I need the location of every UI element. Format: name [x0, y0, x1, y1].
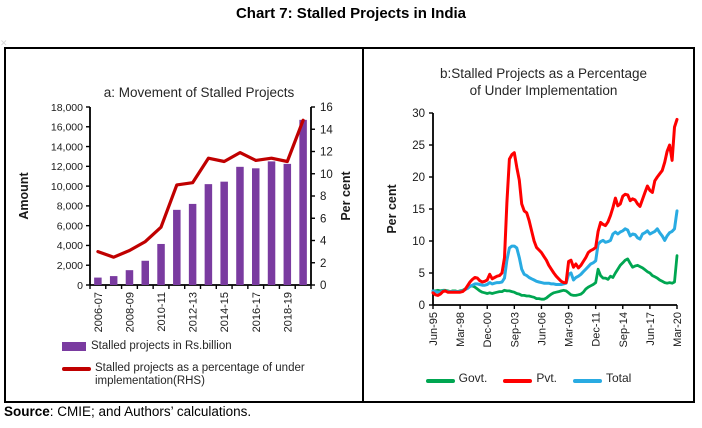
legend-item-total: Total	[573, 371, 631, 385]
svg-text:8: 8	[320, 191, 326, 203]
bar-swatch	[62, 342, 86, 351]
svg-text:Mar-20: Mar-20	[672, 312, 684, 347]
svg-text:10,000: 10,000	[51, 181, 83, 193]
panel-b-title-line1: b:Stalled Projects as a Percentage	[439, 66, 648, 81]
svg-text:2,000: 2,000	[57, 260, 83, 272]
svg-text:8,000: 8,000	[57, 201, 83, 213]
source-label: Source	[4, 404, 50, 419]
svg-text:25: 25	[412, 140, 425, 152]
source-text: : CMIE; and Authors’ calculations.	[49, 404, 252, 419]
stalled-projects-bars	[94, 119, 307, 285]
svg-text:10: 10	[320, 169, 333, 181]
panel-a-chart: 0 2,000 4,000 6,000 8,000 10,000 12,000 14,000 1…	[17, 102, 353, 333]
panel-b-title-line2: of Under Implementation	[469, 83, 618, 98]
pvt-line-swatch	[503, 378, 533, 383]
svg-text:2014-15: 2014-15	[219, 292, 231, 332]
panel-b-stalled-percentage: b:Stalled Projects as a Percentage of Un…	[364, 49, 693, 401]
chart-a-x-labels: 2006-07 2008-09 2010-11 2012-13 2014-15 2016-…	[93, 292, 294, 332]
legend-label-line: Stalled projects as a percentage of unde…	[95, 362, 305, 387]
chart-main-title: Chart 7: Stalled Projects in India	[235, 5, 467, 22]
chart-b-y-axis-title: Per cent	[385, 184, 399, 234]
svg-text:Jun-17: Jun-17	[645, 312, 657, 346]
svg-text:Sep-14: Sep-14	[618, 312, 630, 347]
right-axis-title: Per cent	[339, 171, 353, 221]
legend-item-line: Stalled projects as a percentage of unde…	[62, 362, 324, 388]
chart-b-x-labels: Jun-95 Mar-98 Dec-00 Sep-03 Jun-06 Mar-09 Dec-…	[428, 312, 684, 347]
svg-text:5: 5	[419, 268, 425, 280]
legend-item-pvt: Pvt.	[503, 371, 557, 385]
corner-artifact-icon: ✕	[0, 38, 8, 48]
panel-a-legend: Stalled projects in Rs.billion Stalled p…	[62, 340, 324, 397]
svg-text:2006-07: 2006-07	[93, 292, 105, 332]
source-note: Source: CMIE; and Authors’ calculations.	[4, 404, 251, 419]
svg-text:Dec-00: Dec-00	[482, 312, 494, 347]
svg-text:4: 4	[320, 236, 327, 248]
series-line-pvt	[431, 117, 679, 297]
svg-text:12,000: 12,000	[51, 161, 83, 173]
svg-text:2012-13: 2012-13	[188, 292, 200, 332]
svg-text:4,000: 4,000	[57, 240, 83, 252]
panel-b-title: b:Stalled Projects as a Percentage of Un…	[364, 65, 693, 99]
legend-item-bars: Stalled projects in Rs.billion	[62, 340, 324, 353]
govt-line-swatch	[425, 378, 455, 383]
svg-text:12: 12	[320, 147, 333, 159]
svg-text:0: 0	[419, 300, 425, 312]
svg-text:Mar-09: Mar-09	[564, 312, 576, 347]
svg-text:2010-11: 2010-11	[156, 292, 168, 332]
panel-divider	[362, 49, 364, 401]
series-line-total	[431, 209, 679, 294]
svg-text:14: 14	[320, 124, 333, 136]
panel-a-movement-of-stalled-projects: a: Movement of Stalled Projects 0 2,000 4,…	[6, 49, 362, 401]
svg-text:0: 0	[320, 280, 326, 292]
svg-text:Jun-95: Jun-95	[428, 312, 440, 346]
svg-text:14,000: 14,000	[51, 141, 83, 153]
svg-text:6: 6	[320, 213, 326, 225]
svg-text:Jun-06: Jun-06	[536, 312, 548, 346]
svg-text:2: 2	[320, 258, 326, 270]
svg-text:Mar-98: Mar-98	[455, 312, 467, 347]
stalled-percentage-line	[96, 118, 305, 259]
legend-label-pvt: Pvt.	[536, 371, 557, 385]
legend-label-total: Total	[606, 371, 632, 385]
chart-b-plot: 0 5 10 15 20 25 30	[412, 108, 678, 312]
svg-text:15: 15	[412, 204, 425, 216]
svg-text:18,000: 18,000	[51, 102, 83, 114]
left-axis-title: Amount	[17, 172, 31, 220]
svg-text:6,000: 6,000	[57, 220, 83, 232]
svg-text:16,000: 16,000	[51, 122, 83, 134]
svg-text:0: 0	[77, 280, 83, 292]
panel-a-title: a: Movement of Stalled Projects	[103, 85, 295, 100]
svg-text:Sep-03: Sep-03	[509, 312, 521, 347]
svg-text:2016-17: 2016-17	[251, 292, 263, 332]
panel-b-legend: Govt. Pvt. Total	[364, 371, 693, 385]
svg-text:2008-09: 2008-09	[124, 292, 136, 332]
legend-label-govt: Govt.	[458, 371, 488, 385]
total-line-swatch	[573, 378, 602, 383]
svg-text:30: 30	[412, 108, 425, 120]
legend-label-bars: Stalled projects in Rs.billion	[91, 340, 232, 352]
figure-border-box: a: Movement of Stalled Projects 0 2,000 4,…	[4, 47, 695, 403]
svg-text:20: 20	[412, 172, 425, 184]
series-line-govt	[431, 254, 679, 301]
svg-text:2018-19: 2018-19	[282, 292, 294, 332]
svg-text:10: 10	[412, 236, 425, 248]
svg-text:16: 16	[320, 102, 333, 114]
legend-item-govt: Govt.	[425, 371, 488, 385]
line-swatch	[62, 367, 91, 371]
svg-text:Dec-11: Dec-11	[591, 312, 603, 347]
